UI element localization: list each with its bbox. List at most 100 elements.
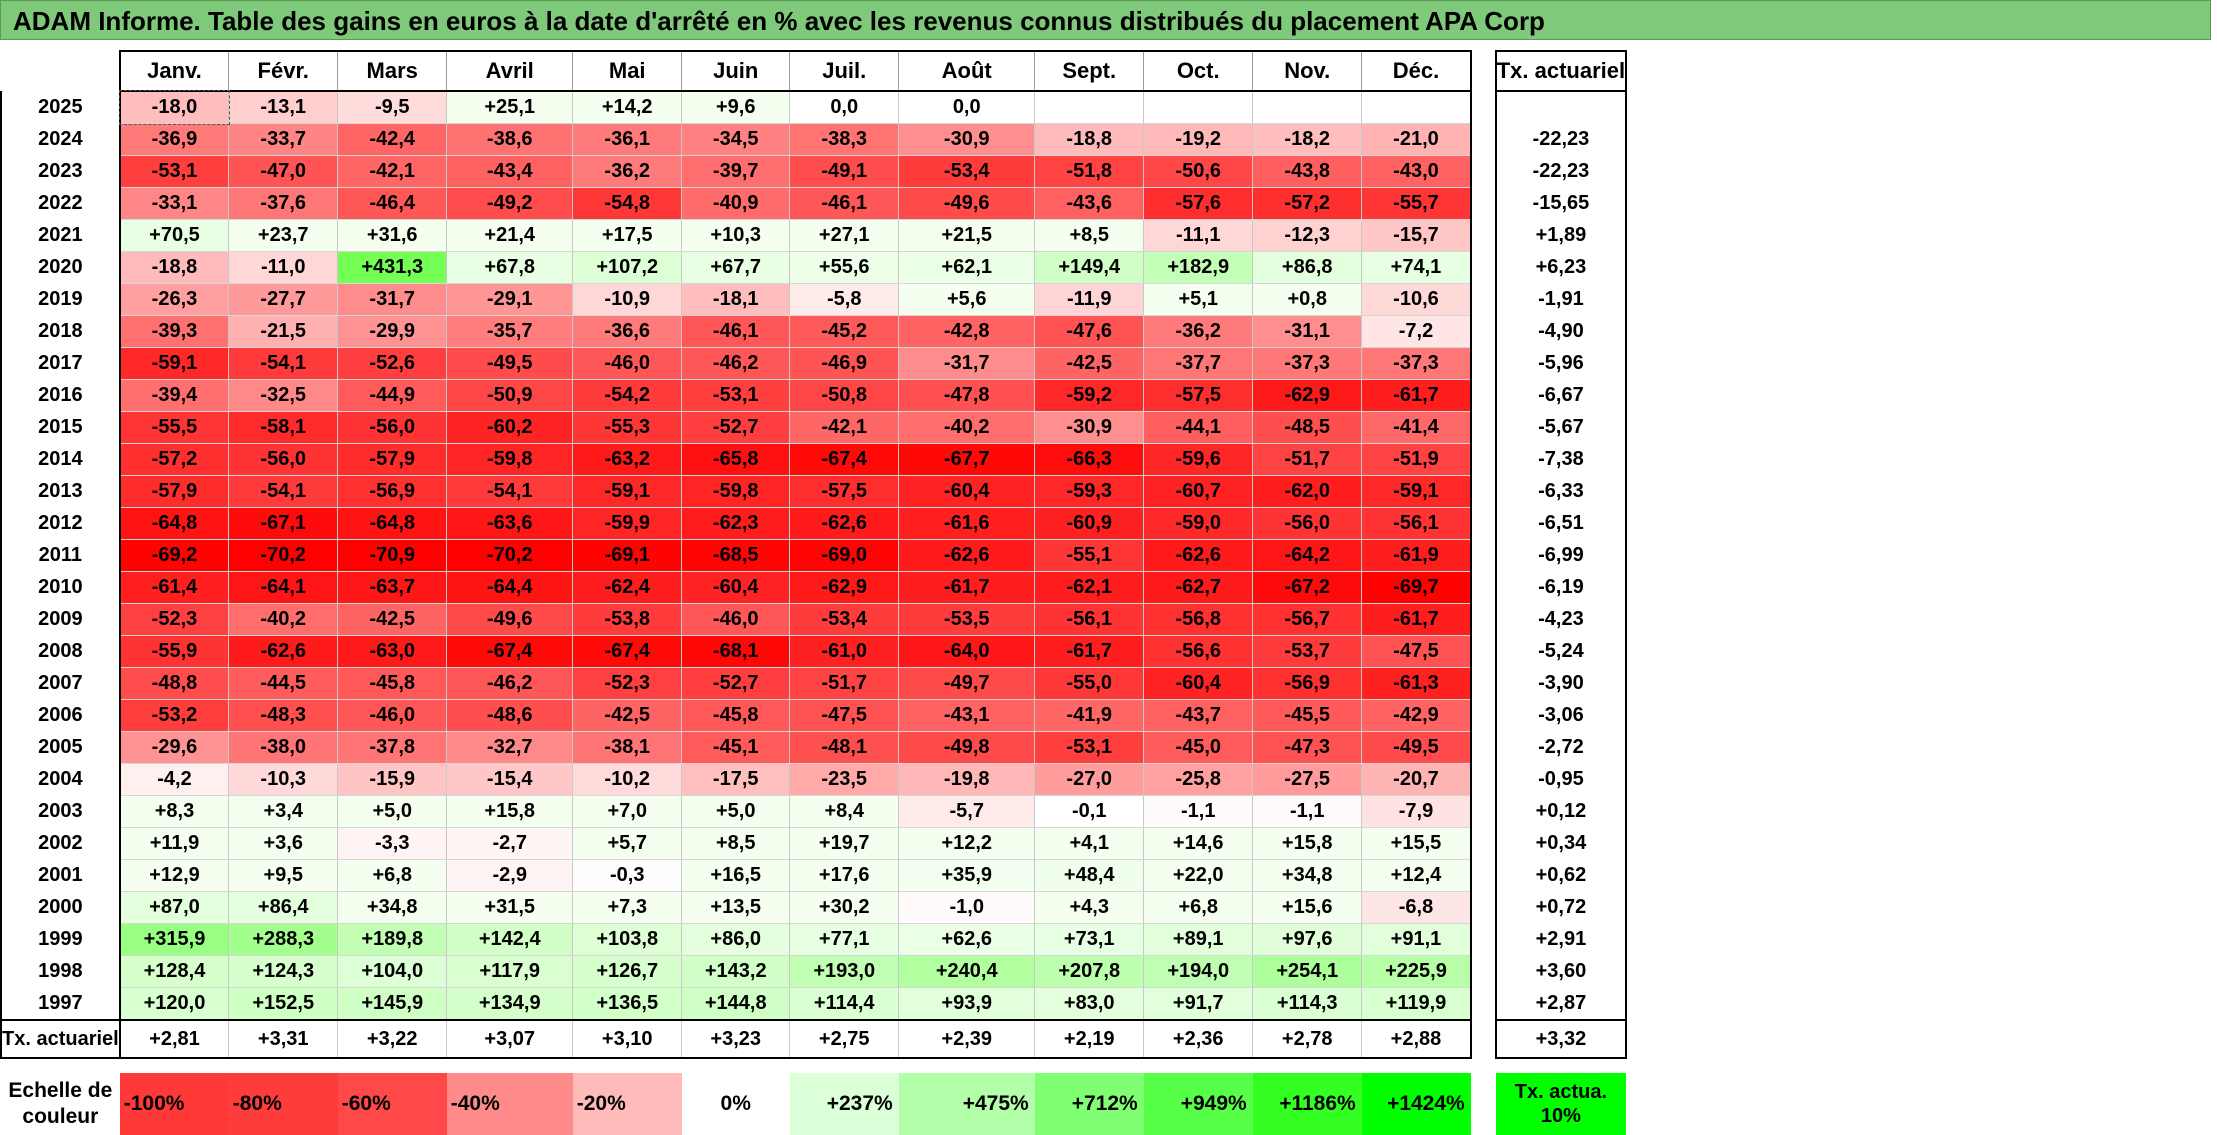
gain-cell: -67,1 xyxy=(228,507,338,540)
gain-cell: +117,9 xyxy=(446,955,573,988)
gain-cell: -61,6 xyxy=(898,507,1035,540)
gain-cell: +124,3 xyxy=(228,955,338,988)
spacer-cell xyxy=(1471,828,1496,860)
gain-cell: +22,0 xyxy=(1143,859,1253,892)
year-label: 2025 xyxy=(0,91,121,124)
spacer-cell xyxy=(1471,444,1496,476)
gain-cell: +48,4 xyxy=(1034,859,1144,892)
table-row: 2017 -59,1 -54,1 -52,6 -49,5 -46,0 -46,2 -46,9-… xyxy=(0,347,1628,380)
color-scale-swatch: +949% xyxy=(1143,1073,1253,1135)
year-label: 2004 xyxy=(0,763,121,796)
gain-cell: +4,1 xyxy=(1034,827,1144,860)
gain-cell: 0,0 xyxy=(898,91,1035,124)
year-label: 2024 xyxy=(0,123,121,156)
gain-cell: +193,0 xyxy=(789,955,899,988)
table-row: 2012 -64,8 -67,1 -64,8 -63,6 -59,9 -62,3 -62,6-… xyxy=(0,507,1628,540)
gain-cell: -39,3 xyxy=(118,315,229,348)
month-header: Mai xyxy=(572,50,682,92)
gain-cell: +15,8 xyxy=(446,795,573,828)
tx-actuariel-cell: -4,90 xyxy=(1494,315,1628,348)
year-label: 2006 xyxy=(0,699,121,732)
gain-cell: -20,7 xyxy=(1361,763,1472,796)
spacer-cell xyxy=(1471,220,1496,252)
gain-cell: -38,0 xyxy=(228,731,338,764)
gain-cell: -53,7 xyxy=(1252,635,1362,668)
spacer-cell xyxy=(1471,636,1496,668)
gain-cell: -35,7 xyxy=(446,315,573,348)
gain-cell: +120,0 xyxy=(118,987,229,1021)
gain-cell: -62,6 xyxy=(228,635,338,668)
color-scale-swatch: -60% xyxy=(337,1073,447,1135)
gain-cell: -70,2 xyxy=(228,539,338,572)
month-header: Févr. xyxy=(228,50,338,92)
gain-cell: -46,0 xyxy=(681,603,790,636)
tx-actuariel-cell: +3,60 xyxy=(1494,955,1628,988)
gain-cell: +107,2 xyxy=(572,251,682,284)
year-label: 2005 xyxy=(0,731,121,764)
gain-cell: +254,1 xyxy=(1252,955,1362,988)
month-header: Sept. xyxy=(1034,50,1144,92)
gain-cell: -56,1 xyxy=(1361,507,1472,540)
table-row: 2009 -52,3 -40,2 -42,5 -49,6 -53,8 -46,0 -53,4-… xyxy=(0,603,1628,636)
gain-cell: -39,7 xyxy=(681,155,790,188)
gain-cell: -55,1 xyxy=(1034,539,1144,572)
gain-cell: -40,2 xyxy=(898,411,1035,444)
gain-cell: -37,7 xyxy=(1143,347,1253,380)
gain-cell: -42,5 xyxy=(1034,347,1144,380)
gain-cell: +8,4 xyxy=(789,795,899,828)
gain-cell: -13,1 xyxy=(228,91,338,124)
gain-cell: -64,1 xyxy=(228,571,338,604)
table-row: 2016 -39,4 -32,5 -44,9 -50,9 -54,2 -53,1 -50,8-… xyxy=(0,379,1628,412)
gain-cell: -49,6 xyxy=(898,187,1035,220)
gain-cell: -26,3 xyxy=(118,283,229,316)
spacer-cell xyxy=(1471,572,1496,604)
gain-cell: -19,8 xyxy=(898,763,1035,796)
gain-cell: +15,8 xyxy=(1252,827,1362,860)
gain-cell: -15,9 xyxy=(337,763,447,796)
gain-cell: -46,0 xyxy=(337,699,447,732)
gain-cell: -67,4 xyxy=(789,443,899,476)
gain-cell: -69,2 xyxy=(118,539,229,572)
table-row: 2005 -29,6 -38,0 -37,8 -32,7 -38,1 -45,1 -48,1-… xyxy=(0,731,1628,764)
gain-cell: +91,7 xyxy=(1143,987,1253,1021)
spacer-cell xyxy=(1471,860,1496,892)
gain-cell: +8,5 xyxy=(1034,219,1144,252)
gain-cell: -60,4 xyxy=(1143,667,1253,700)
gain-cell: -57,5 xyxy=(1143,379,1253,412)
gain-cell: -29,6 xyxy=(118,731,229,764)
gain-cell: -36,2 xyxy=(1143,315,1253,348)
month-header: Mars xyxy=(337,50,447,92)
gain-cell: -40,2 xyxy=(228,603,338,636)
year-label: 2021 xyxy=(0,219,121,252)
year-label: 2008 xyxy=(0,635,121,668)
gain-cell: -27,5 xyxy=(1252,763,1362,796)
gain-cell: -31,7 xyxy=(337,283,447,316)
gain-cell: +3,4 xyxy=(228,795,338,828)
gain-cell: -1,0 xyxy=(898,891,1035,924)
gain-cell: -60,4 xyxy=(898,475,1035,508)
gain-cell: -57,5 xyxy=(789,475,899,508)
gain-cell: +21,5 xyxy=(898,219,1035,252)
gain-cell: -62,1 xyxy=(1034,571,1144,604)
gain-cell: +143,2 xyxy=(681,955,790,988)
gain-cell: +87,0 xyxy=(118,891,229,924)
gain-cell: -32,7 xyxy=(446,731,573,764)
gain-cell: -38,3 xyxy=(789,123,899,156)
gain-cell: -43,1 xyxy=(898,699,1035,732)
gain-cell: +14,2 xyxy=(572,91,682,124)
table-row: 2024 -36,9 -33,7 -42,4 -38,6 -36,1 -34,5 -38,3-… xyxy=(0,123,1628,156)
tx-actuariel-cell: +1,89 xyxy=(1494,219,1628,252)
gain-cell: +431,3 xyxy=(337,251,447,284)
gain-cell: +8,3 xyxy=(118,795,229,828)
gain-cell: +7,3 xyxy=(572,891,682,924)
color-scale-swatch: +475% xyxy=(898,1073,1035,1135)
gain-cell: -9,5 xyxy=(337,91,447,124)
year-label: 1998 xyxy=(0,955,121,988)
gain-cell: +14,6 xyxy=(1143,827,1253,860)
gain-cell: -48,3 xyxy=(228,699,338,732)
table-row: 1997 +120,0 +152,5 +145,9 +134,9 +136,5 +144,8… xyxy=(0,987,1628,1021)
year-label: 2000 xyxy=(0,891,121,924)
gain-cell: -68,5 xyxy=(681,539,790,572)
gain-cell: +288,3 xyxy=(228,923,338,956)
gain-cell: -18,1 xyxy=(681,283,790,316)
